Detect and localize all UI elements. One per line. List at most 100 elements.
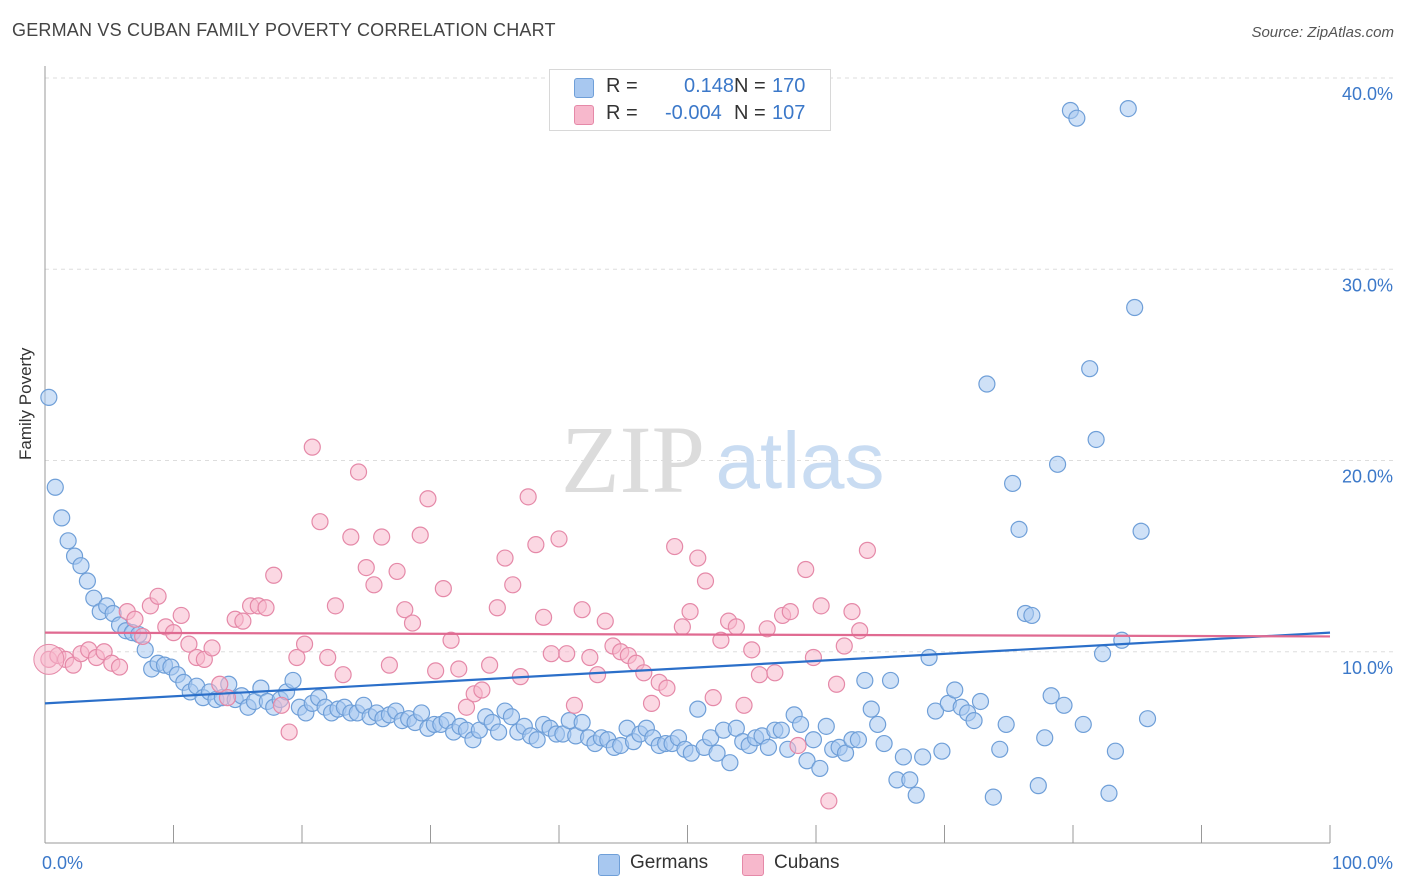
point-cubans <box>450 660 468 678</box>
point-germans <box>1132 522 1150 540</box>
point-germans <box>573 713 591 732</box>
point-germans <box>869 715 887 734</box>
point-germans <box>862 700 880 718</box>
point-cubans <box>735 696 753 714</box>
point-germans <box>708 744 726 762</box>
point-germans <box>804 731 823 749</box>
point-germans <box>901 771 919 789</box>
point-cubans <box>457 698 476 716</box>
point-cubans <box>519 488 537 506</box>
point-cubans <box>326 597 345 615</box>
point-cubans <box>126 610 144 628</box>
point-germans <box>1093 645 1112 663</box>
y-tick-label: 30.0% <box>1342 275 1393 295</box>
point-cubans <box>573 601 591 619</box>
point-cubans <box>380 656 398 674</box>
point-cubans <box>311 513 329 531</box>
point-germans <box>984 788 1002 806</box>
trend-line-cubans <box>44 631 1331 638</box>
point-germans <box>971 692 990 711</box>
point-cubans <box>635 664 653 682</box>
point-cubans <box>488 599 506 617</box>
point-cubans <box>527 536 545 554</box>
tick-labels: 10.0% 20.0% 30.0% 40.0% 0.0% 100.0% <box>42 84 1393 873</box>
point-cubans <box>712 631 730 649</box>
legend-n-value: 107 <box>772 102 806 124</box>
x-tick-label: 100.0% <box>1332 853 1393 873</box>
point-cubans <box>342 528 360 546</box>
point-germans <box>759 738 778 756</box>
point-cubans <box>303 438 321 456</box>
point-cubans <box>858 541 877 559</box>
point-germans <box>1087 430 1105 449</box>
point-germans <box>1048 455 1067 473</box>
point-cubans <box>789 736 807 755</box>
point-cubans <box>319 648 337 667</box>
bottom-legend-swatch-cubans <box>742 854 764 876</box>
point-cubans <box>110 658 129 676</box>
gridlines <box>45 77 1395 653</box>
watermark-atlas: atlas <box>716 416 885 505</box>
y-axis-label: Family Poverty <box>16 347 35 460</box>
point-cubans <box>33 643 65 675</box>
point-cubans <box>843 602 861 621</box>
point-cubans <box>419 490 437 508</box>
point-cubans <box>265 566 283 584</box>
point-germans <box>849 731 868 749</box>
point-cubans <box>727 618 745 636</box>
point-cubans <box>642 694 661 712</box>
point-cubans <box>558 645 576 663</box>
point-germans <box>1119 99 1137 118</box>
point-cubans <box>496 549 514 567</box>
point-germans <box>894 748 912 766</box>
point-germans <box>1004 474 1022 493</box>
y-tick-label: 10.0% <box>1342 658 1393 678</box>
point-cubans <box>172 606 190 625</box>
point-germans <box>1106 742 1125 760</box>
point-cubans <box>542 645 560 663</box>
point-germans <box>965 711 983 730</box>
point-germans <box>881 671 900 690</box>
point-germans <box>772 721 790 739</box>
watermark-zip: ZIP <box>561 406 705 513</box>
point-germans <box>490 723 508 741</box>
point-cubans <box>835 637 853 655</box>
point-germans <box>412 704 431 722</box>
point-germans <box>946 681 964 699</box>
point-germans <box>798 752 816 770</box>
point-cubans <box>750 666 769 684</box>
point-germans <box>1081 360 1099 378</box>
point-germans <box>856 671 874 690</box>
point-cubans <box>334 666 352 684</box>
point-germans <box>702 729 720 747</box>
point-germans <box>721 754 739 772</box>
point-germans <box>1126 298 1144 317</box>
point-germans <box>1074 715 1092 734</box>
point-cubans <box>827 675 846 693</box>
point-cubans <box>411 526 429 544</box>
point-cubans <box>272 696 291 714</box>
trend-line-germans <box>44 631 1331 705</box>
point-cubans <box>203 639 221 657</box>
point-cubans <box>781 602 799 621</box>
source-label: Source: ZipAtlas.com <box>1251 24 1394 41</box>
point-germans <box>1023 606 1041 625</box>
x-tick-label: 0.0% <box>42 853 83 873</box>
legend-r-label: R = <box>606 75 638 97</box>
point-cubans <box>673 618 691 636</box>
point-cubans <box>851 622 869 640</box>
point-germans <box>991 740 1009 758</box>
legend-swatch-germans <box>574 78 594 98</box>
point-cubans <box>797 560 815 579</box>
point-germans <box>920 648 938 667</box>
point-cubans <box>288 648 306 667</box>
point-cubans <box>427 662 445 680</box>
y-tick-label: 20.0% <box>1342 467 1393 487</box>
point-germans <box>1100 784 1118 802</box>
point-germans <box>817 717 835 735</box>
point-germans <box>811 759 829 778</box>
point-cubans <box>396 601 414 619</box>
legend-n-label: N = <box>734 102 766 124</box>
point-cubans <box>820 792 838 810</box>
